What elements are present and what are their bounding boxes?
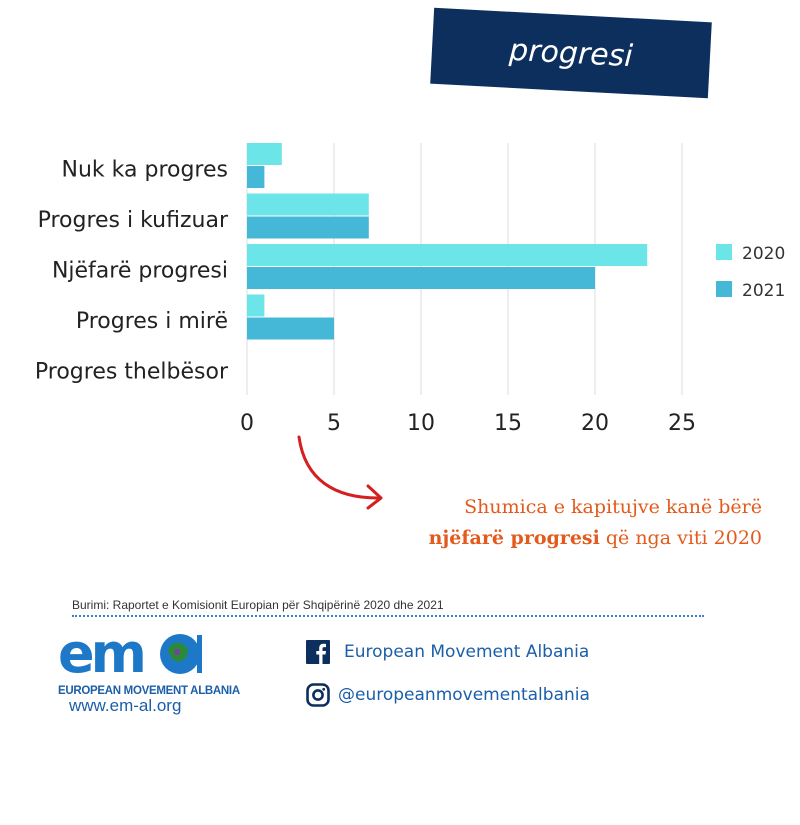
legend-label-2020: 2020	[742, 244, 785, 264]
ema-logo-icon: em	[58, 622, 202, 685]
x-tick-label: 20	[581, 411, 609, 436]
facebook-link[interactable]: European Movement Albania	[306, 640, 589, 664]
callout-line-2: njëfarë progresi që nga viti 2020	[429, 523, 762, 554]
source-note: Burimi: Raportet e Komisionit Europian p…	[72, 598, 704, 617]
callout-arrowhead-icon	[366, 484, 383, 510]
legend-swatch-2020	[716, 244, 732, 260]
bar-2021	[247, 317, 334, 340]
bar-2021	[247, 267, 595, 289]
category-label: Progres thelbësor	[35, 359, 229, 384]
category-label: Nuk ka progres	[62, 157, 228, 182]
svg-text:em: em	[58, 625, 143, 681]
logo-caption: EUROPEAN MOVEMENT ALBANIA	[58, 685, 240, 697]
facebook-label: European Movement Albania	[344, 642, 590, 662]
legend-swatch-2021	[716, 281, 732, 297]
instagram-link[interactable]: @europeanmovementalbania	[306, 683, 590, 707]
facebook-icon	[306, 640, 330, 664]
callout-arrow	[297, 435, 380, 500]
category-label: Progres i kufizuar	[38, 208, 229, 233]
bar-2021	[247, 216, 369, 239]
bar-2020	[247, 294, 265, 317]
bar-2020	[247, 244, 648, 266]
bar-chart: 0 5 10 15 20 25 Nuk ka progres Progres i kufizu…	[35, 143, 785, 510]
instagram-icon	[306, 683, 330, 707]
x-tick-label: 5	[327, 411, 341, 436]
bar-2020	[247, 193, 369, 216]
callout-text: Shumica e kapitujve kanë bërë njëfarë pr…	[429, 492, 762, 554]
x-tick-label: 10	[407, 411, 435, 436]
callout-rest: që nga viti 2020	[599, 527, 762, 549]
bar-2020	[247, 143, 282, 165]
bar-2021	[247, 166, 265, 188]
x-tick-label: 15	[494, 411, 522, 436]
category-label: Njëfarë progresi	[52, 258, 228, 283]
callout-highlight: njëfarë progresi	[428, 527, 600, 549]
legend-label-2021: 2021	[742, 281, 785, 301]
x-tick-label: 25	[668, 411, 696, 436]
x-tick-label: 0	[240, 411, 254, 436]
ema-logo: em EUROPEAN MOVEMENT ALBANIA	[58, 622, 240, 697]
category-label: Progres i mirë	[76, 309, 228, 334]
callout-line-1: Shumica e kapitujve kanë bërë	[464, 496, 762, 518]
instagram-label: @europeanmovementalbania	[338, 685, 590, 705]
website-link[interactable]: www.em-al.org	[69, 696, 182, 715]
